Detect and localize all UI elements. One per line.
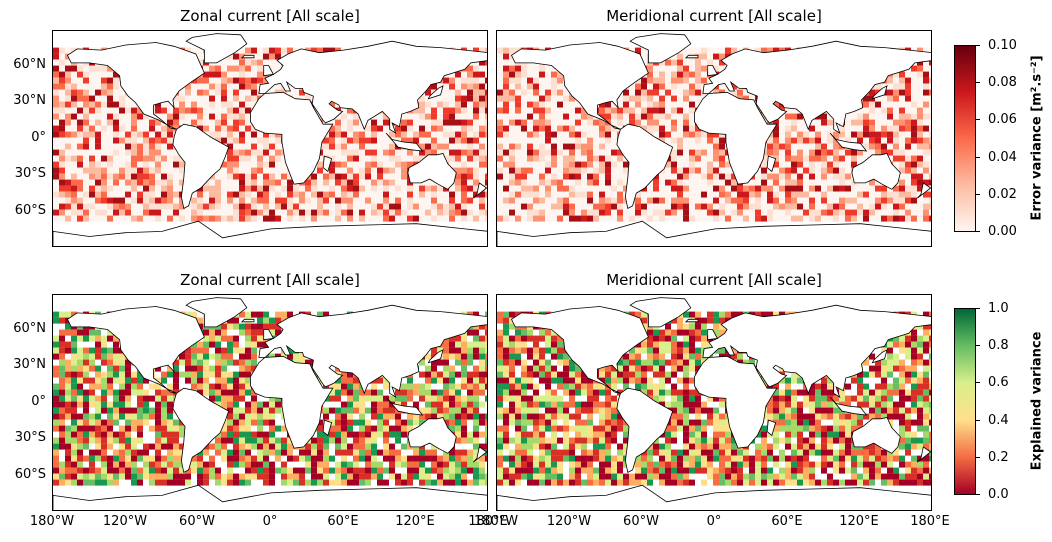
colorbar-explained-label: Explained variance: [1029, 331, 1045, 471]
lon-tick: 0°: [262, 514, 278, 529]
lon-tick: 180°W: [29, 514, 75, 529]
lon-tick: 120°E: [395, 514, 435, 529]
lon-tick: 120°E: [839, 514, 879, 529]
colorbar-explained-variance: [954, 308, 976, 495]
colorbar-error-tick: 0.04: [988, 150, 1017, 165]
lon-tick: 180°E: [910, 514, 950, 529]
colorbar-explained-tick: 0.6: [988, 375, 1009, 390]
lon-tick: 120°W: [102, 514, 148, 529]
lon-tick: 60°W: [179, 514, 215, 529]
lat-tick: 30°S: [14, 430, 46, 445]
colorbar-error-tick: 0.00: [988, 224, 1017, 239]
panel-title-top-right: Meridional current [All scale]: [606, 7, 822, 25]
lon-tick: 180°W: [473, 514, 519, 529]
colorbar-error-label: Error variance [m².s⁻²]: [1029, 55, 1045, 221]
panel-title-bottom-left: Zonal current [All scale]: [180, 271, 360, 289]
lon-tick: 0°: [706, 514, 722, 529]
lon-tick: 60°W: [623, 514, 659, 529]
lat-tick: 0°: [31, 394, 46, 409]
lon-tick: 60°E: [327, 514, 359, 529]
lon-tick: 60°E: [771, 514, 803, 529]
map-meridional-explained: [496, 294, 932, 511]
panel-title-top-left: Zonal current [All scale]: [180, 7, 360, 25]
world-map-svg: [497, 33, 931, 246]
lat-tick: 60°S: [14, 467, 46, 482]
colorbar-explained-tick: 1.0: [988, 301, 1009, 316]
colorbar-error-tick: 0.02: [988, 187, 1017, 202]
panel-title-bottom-right: Meridional current [All scale]: [606, 271, 822, 289]
map-zonal-explained: [52, 294, 488, 511]
lat-tick: 30°S: [14, 166, 46, 181]
lat-tick: 60°N: [13, 321, 46, 336]
map-zonal-error: [52, 30, 488, 247]
map-meridional-error: [496, 30, 932, 247]
world-map-svg: [53, 33, 487, 246]
world-map-svg: [53, 297, 487, 510]
lat-tick: 30°N: [13, 357, 46, 372]
colorbar-error-tick: 0.06: [988, 112, 1017, 127]
colorbar-explained-tick: 0.2: [988, 450, 1009, 465]
colorbar-error-tick: 0.10: [988, 38, 1017, 53]
colorbar-error-variance: [954, 45, 976, 232]
lat-tick: 30°N: [13, 93, 46, 108]
lat-tick: 0°: [31, 130, 46, 145]
lon-tick: 120°W: [546, 514, 592, 529]
colorbar-explained-tick: 0.0: [988, 487, 1009, 502]
lon-tick: 180°E: [468, 514, 508, 529]
lat-tick: 60°N: [13, 57, 46, 72]
colorbar-explained-tick: 0.4: [988, 413, 1009, 428]
colorbar-error-tick: 0.08: [988, 75, 1017, 90]
lat-tick: 60°S: [14, 203, 46, 218]
world-map-svg: [497, 297, 931, 510]
colorbar-explained-tick: 0.8: [988, 338, 1009, 353]
